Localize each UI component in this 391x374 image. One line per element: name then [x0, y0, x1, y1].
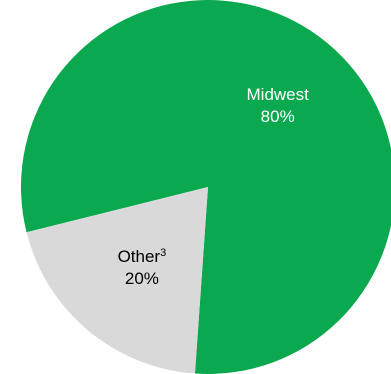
slice-name-label-other: Other3 — [118, 247, 167, 266]
pie-slices — [20, 0, 391, 374]
pie-slice-midwest — [20, 0, 391, 374]
pie-slice-other — [26, 187, 208, 374]
slice-name-label-midwest: Midwest — [247, 85, 310, 104]
slice-value-label-other: 20% — [125, 269, 159, 288]
slice-footnote-marker: 3 — [160, 247, 166, 259]
slice-value-label-midwest: 80% — [261, 107, 295, 126]
pie-labels: Midwest 80% Other3 20% — [118, 85, 310, 288]
